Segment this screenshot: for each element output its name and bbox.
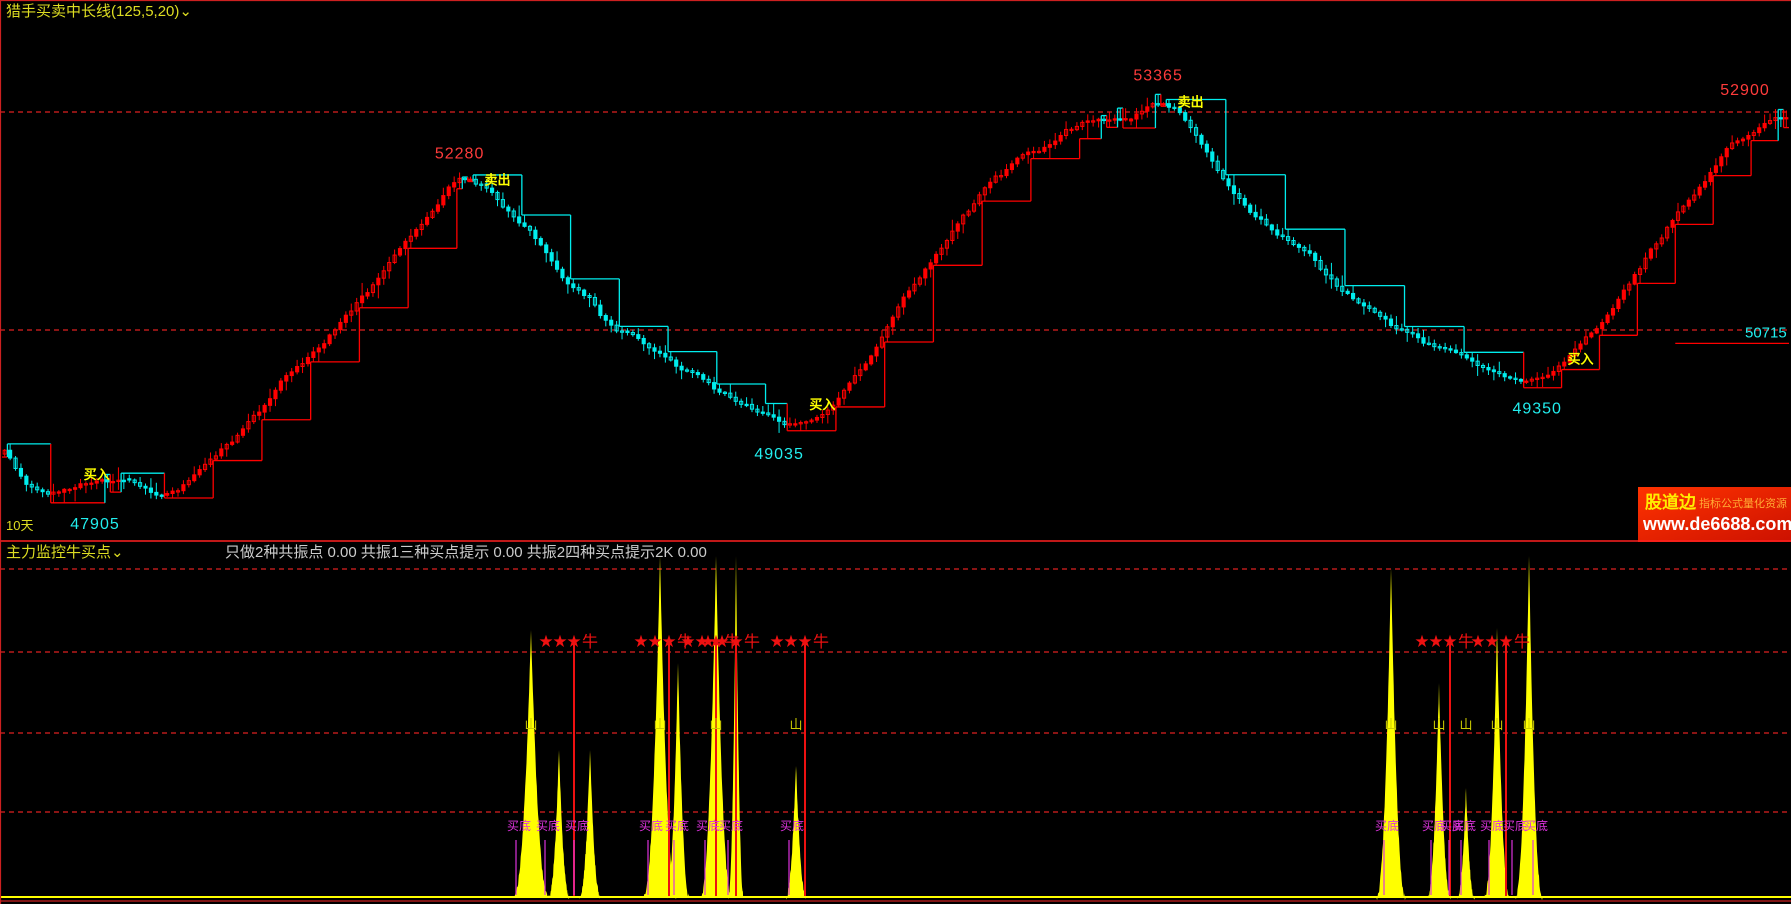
svg-text:★: ★: [769, 632, 784, 651]
svg-text:49350: 49350: [1512, 401, 1562, 418]
svg-text:买入: 买入: [1567, 352, 1593, 367]
svg-text:买底: 买底: [565, 818, 589, 833]
svg-text:★: ★: [1484, 632, 1499, 651]
svg-text:卖出: 卖出: [1178, 94, 1204, 109]
svg-text:买底: 买底: [1524, 818, 1548, 833]
svg-text:10天: 10天: [6, 518, 33, 533]
svg-text:47905: 47905: [70, 516, 120, 533]
svg-text:★: ★: [647, 632, 662, 651]
svg-text:主力监控牛买点⌄: 主力监控牛买点⌄: [6, 544, 124, 561]
svg-text:买底: 买底: [665, 818, 689, 833]
svg-text:★: ★: [783, 632, 798, 651]
svg-text:★: ★: [538, 632, 553, 651]
svg-text:买底: 买底: [1375, 818, 1399, 833]
svg-text:牛: 牛: [1514, 633, 1530, 651]
svg-text:买底: 买底: [719, 818, 743, 833]
svg-text:山: 山: [653, 717, 666, 732]
svg-text:山: 山: [1384, 717, 1397, 732]
svg-text:★: ★: [700, 632, 715, 651]
svg-text:股道边: 股道边: [1645, 492, 1697, 512]
svg-text:★: ★: [680, 632, 695, 651]
svg-text:★: ★: [1428, 632, 1443, 651]
svg-text:山: 山: [1459, 717, 1472, 732]
svg-text:买底: 买底: [507, 818, 531, 833]
svg-text:买底: 买底: [536, 818, 560, 833]
svg-text:指标公式量化资源: 指标公式量化资源: [1699, 496, 1787, 510]
svg-text:只做2种共振点 0.00 共振1三种买点提示 0.00: 只做2种共振点 0.00 共振1三种买点提示 0.00 共振2四种买点提示2K …: [225, 544, 707, 561]
svg-text:山: 山: [1522, 717, 1535, 732]
svg-text:牛: 牛: [582, 633, 598, 651]
svg-text:买底: 买底: [639, 818, 663, 833]
svg-text:买底: 买底: [696, 818, 720, 833]
svg-text:★: ★: [714, 632, 729, 651]
svg-text:猎手买卖中长线(125,5,20)⌄: 猎手买卖中长线(125,5,20)⌄: [6, 3, 192, 20]
svg-text:★: ★: [552, 632, 567, 651]
svg-text:牛: 牛: [744, 633, 760, 651]
svg-text:★: ★: [633, 632, 648, 651]
svg-text:山: 山: [524, 717, 537, 732]
svg-text:52900: 52900: [1720, 82, 1770, 99]
svg-text:买底: 买底: [1452, 818, 1476, 833]
svg-text:山: 山: [789, 717, 802, 732]
svg-text:山: 山: [709, 717, 722, 732]
svg-text:牛: 牛: [813, 633, 829, 651]
svg-text:买入: 买入: [84, 467, 110, 482]
svg-text:52280: 52280: [435, 146, 485, 163]
svg-text:山: 山: [1490, 717, 1503, 732]
svg-text:山: 山: [1432, 717, 1445, 732]
svg-text:买入: 买入: [809, 397, 835, 412]
svg-text:卖出: 卖出: [484, 173, 510, 188]
svg-text:www.de6688.com: www.de6688.com: [1642, 514, 1791, 534]
svg-text:49035: 49035: [754, 446, 804, 463]
svg-text:50715: 50715: [1745, 324, 1787, 341]
svg-text:买底: 买底: [1480, 818, 1504, 833]
svg-text:★: ★: [1414, 632, 1429, 651]
svg-text:53365: 53365: [1133, 67, 1183, 84]
svg-text:买底: 买底: [780, 818, 804, 833]
svg-text:★: ★: [1470, 632, 1485, 651]
